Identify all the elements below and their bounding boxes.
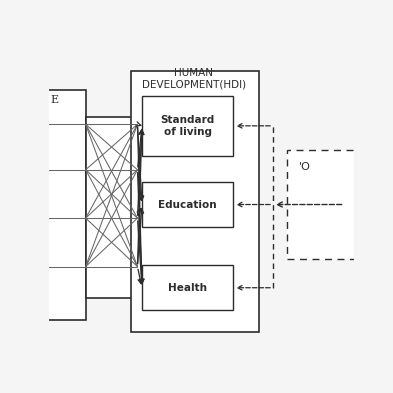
Text: Standard
of living: Standard of living — [161, 115, 215, 137]
Text: E: E — [51, 95, 59, 105]
Bar — [287, 150, 378, 259]
Bar — [142, 182, 233, 227]
Bar — [142, 95, 233, 156]
Text: HUMAN
DEVELOPMENT(HDI): HUMAN DEVELOPMENT(HDI) — [142, 68, 246, 90]
Bar — [131, 72, 259, 332]
Bar — [37, 90, 86, 320]
Text: 'O: 'O — [299, 162, 311, 172]
Text: Education: Education — [158, 200, 217, 209]
Bar — [142, 265, 233, 310]
Bar — [86, 117, 138, 298]
Text: Health: Health — [168, 283, 207, 293]
